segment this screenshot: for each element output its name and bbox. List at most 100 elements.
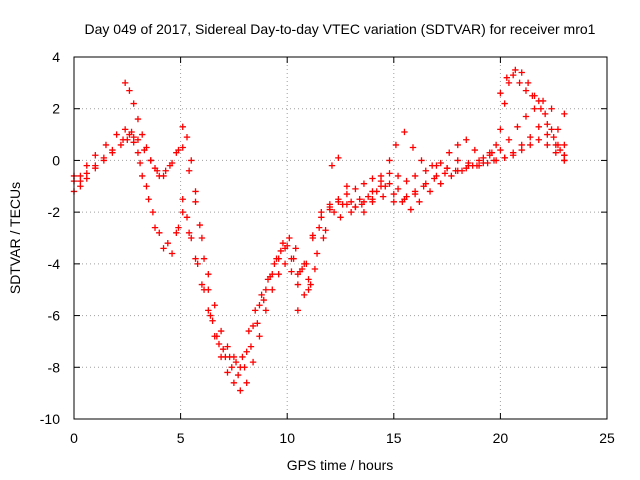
x-tick-label: 10 [279, 430, 295, 446]
series-5 [561, 110, 568, 118]
data-point [239, 353, 246, 361]
data-point [143, 183, 150, 190]
data-point [294, 281, 302, 288]
data-point [156, 229, 163, 237]
data-point [258, 291, 265, 299]
data-point [443, 164, 451, 172]
data-point [475, 162, 483, 169]
data-point [411, 172, 419, 180]
data-point [418, 157, 425, 164]
data-point [305, 286, 312, 293]
data-point [552, 149, 560, 156]
data-point [518, 69, 525, 76]
data-point [243, 348, 250, 355]
data-point [541, 110, 549, 118]
data-point [561, 110, 568, 118]
data-point [305, 276, 312, 283]
data-point [347, 208, 355, 216]
data-point [484, 159, 491, 167]
data-point [411, 188, 419, 195]
data-point [492, 157, 500, 164]
data-point [151, 164, 159, 172]
data-point [337, 214, 344, 221]
data-point [113, 131, 120, 138]
data-point [335, 154, 342, 162]
data-point [175, 146, 182, 154]
data-point [286, 234, 293, 242]
data-point [392, 141, 400, 149]
data-point [209, 317, 216, 324]
data-point [211, 302, 218, 309]
data-point [139, 172, 146, 180]
data-point [160, 245, 167, 252]
data-point [149, 208, 157, 216]
data-point [386, 180, 393, 187]
data-point [514, 123, 521, 131]
data-point [243, 379, 250, 386]
data-point [207, 312, 214, 319]
data-point [548, 126, 555, 133]
data-point [183, 133, 191, 141]
data-point [503, 74, 510, 81]
data-point [192, 198, 199, 205]
data-point [205, 307, 212, 314]
data-point [313, 250, 321, 257]
data-point [501, 154, 508, 162]
data-point [168, 250, 176, 257]
data-point [275, 271, 282, 278]
data-point [179, 144, 186, 151]
data-point [83, 175, 90, 182]
data-point [230, 379, 238, 386]
data-point [220, 345, 227, 353]
data-point [230, 353, 238, 361]
data-point [343, 183, 351, 190]
data-point [454, 141, 461, 149]
data-point [527, 133, 534, 141]
data-point [168, 159, 176, 167]
x-tick-label: 25 [599, 430, 615, 446]
data-point [256, 302, 263, 309]
data-point [497, 146, 504, 154]
data-point [537, 105, 545, 112]
data-point [224, 343, 231, 350]
data-point [102, 141, 110, 149]
data-point [92, 152, 99, 159]
data-point [188, 157, 195, 164]
data-point [330, 208, 338, 216]
data-point [288, 255, 295, 262]
data-point [416, 198, 423, 205]
data-point [109, 149, 116, 156]
y-axis-label: SDTVAR / TECUs [7, 182, 23, 294]
data-point [390, 198, 397, 205]
data-point [522, 113, 530, 120]
data-point [315, 224, 323, 231]
chart-title: Day 049 of 2017, Sidereal Day-to-day VTE… [85, 21, 596, 37]
data-point [130, 100, 137, 107]
data-point [196, 221, 203, 229]
data-point [271, 260, 278, 268]
data-point [126, 87, 133, 94]
data-point [463, 164, 470, 172]
data-point [527, 141, 534, 149]
data-point [247, 343, 255, 350]
data-point [134, 115, 142, 123]
data-point [121, 126, 129, 133]
data-point [386, 170, 393, 177]
data-point [335, 198, 342, 205]
data-point [100, 157, 108, 164]
data-point [369, 188, 376, 195]
x-tick-label: 20 [493, 430, 509, 446]
data-point [379, 193, 387, 200]
data-point [185, 229, 193, 237]
data-point [497, 90, 504, 97]
data-point [245, 327, 253, 335]
y-tick-label: -2 [48, 204, 61, 220]
data-point [224, 369, 231, 376]
data-point [409, 144, 417, 151]
data-point [544, 121, 551, 128]
data-point [188, 234, 195, 242]
data-point [505, 136, 513, 143]
data-point [501, 100, 508, 107]
data-point [252, 307, 259, 314]
data-point [452, 167, 459, 174]
